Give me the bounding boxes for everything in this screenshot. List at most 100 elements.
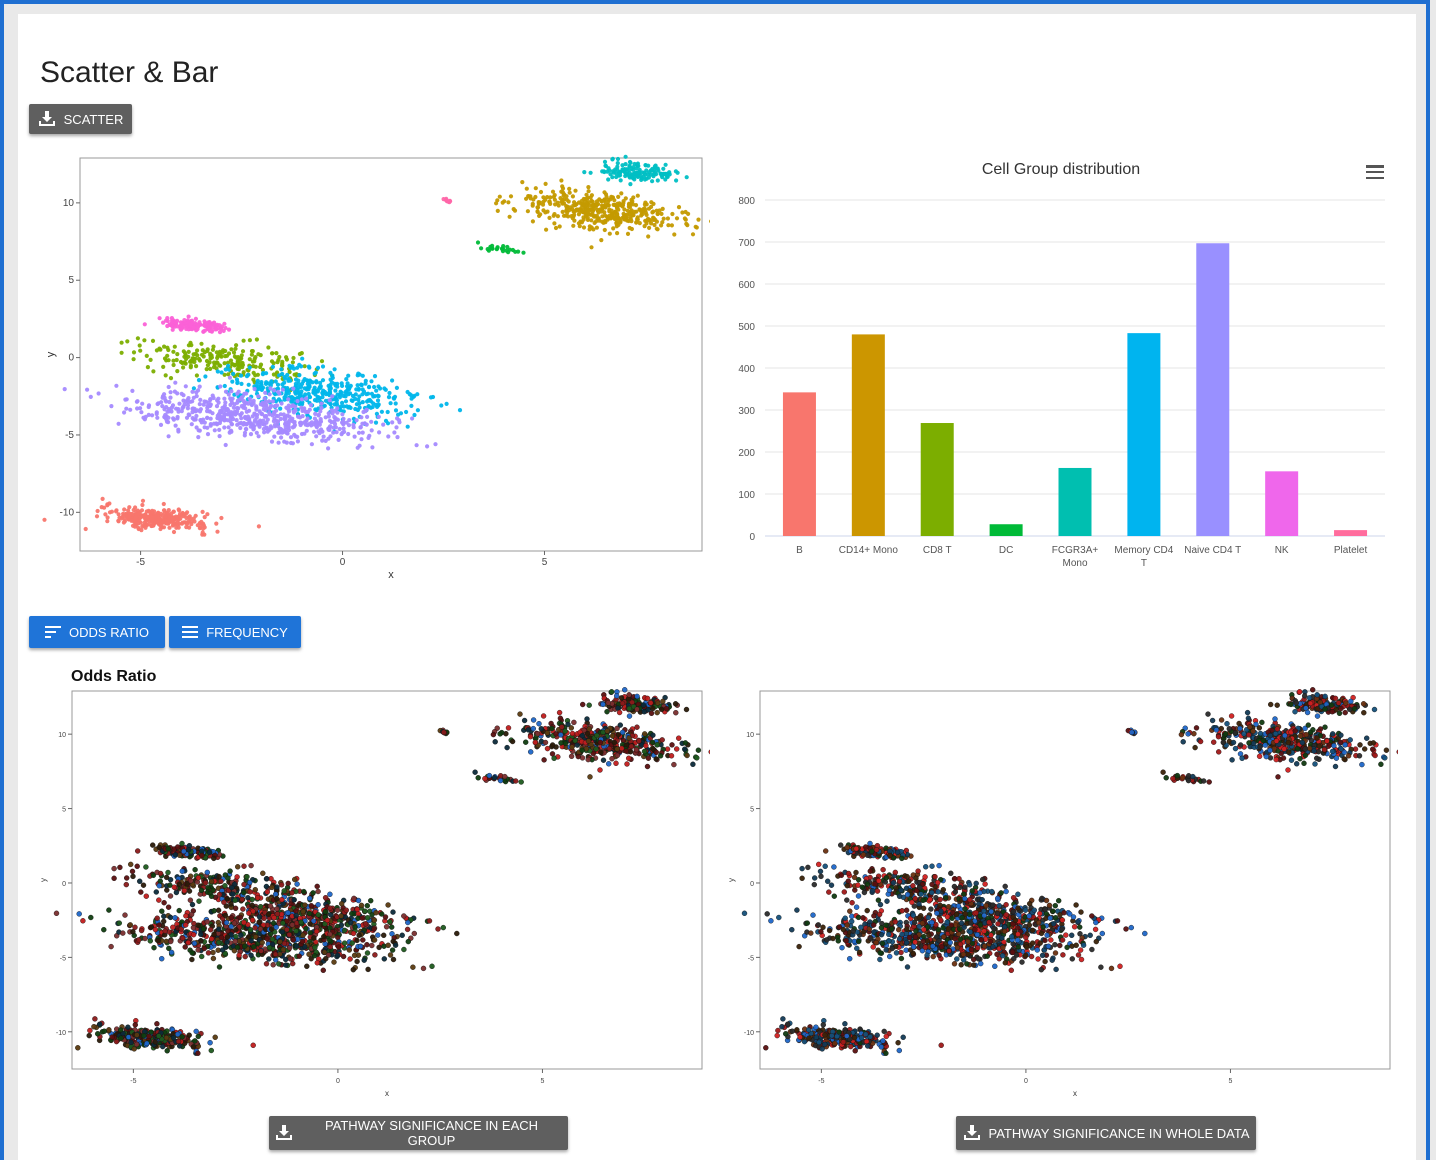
scatter-point [258,402,263,407]
scatter-point [492,739,498,745]
scatter-point [661,166,666,171]
scatter-point [204,919,211,925]
scatter-point [199,852,205,859]
scatter-point [174,406,179,411]
scatter-point [216,891,223,898]
scatter-point [171,884,178,890]
scatter-point [543,181,548,186]
scatter-point [616,222,621,227]
scatter-point [215,413,220,418]
scatter-point [235,391,240,396]
scatter-point [295,365,300,370]
scatter-point [361,409,366,415]
scatter-point [378,386,383,391]
scatter-point [133,1041,140,1048]
scatter-point [613,760,619,767]
scatter-point [176,1043,183,1049]
scatter-point [635,161,641,166]
scatter-point [150,338,156,343]
scatter-point [305,416,310,421]
scatter-point [167,876,174,883]
scatter-point [188,363,193,368]
scatter-point [195,1033,202,1040]
scatter-point [609,755,615,762]
scatter-point [193,316,198,321]
scatter-download-button[interactable]: SCATTER [29,104,132,134]
scatter-point [188,878,194,884]
scatter-point [146,404,151,410]
scatter-point [676,205,682,210]
hamburger-icon[interactable] [1366,165,1384,181]
scatter-point [256,434,261,439]
scatter-point [149,510,154,515]
scatter-point [353,396,358,401]
scatter-point [148,924,155,930]
scatter-point [279,929,286,935]
y-tick-label: -10 [60,507,75,518]
scatter-point [775,1027,781,1034]
scatter-point [343,389,348,394]
scatter-point [273,392,278,397]
scatter-point [682,746,688,752]
scatter-point [445,198,450,204]
scatter-point [310,918,317,924]
scatter-point [167,893,174,899]
scatter-point [197,402,202,407]
scatter-point [341,393,346,398]
scatter-point [338,913,344,919]
scatter-point [175,416,180,421]
scatter-point [304,963,310,969]
scatter-point [97,1021,103,1027]
odds-ratio-button[interactable]: ODDS RATIO [29,616,165,648]
scatter-point [280,359,285,364]
scatter-point [627,225,632,231]
scatter-point [163,874,170,881]
scatter-point [315,912,321,918]
scatter-point [375,932,381,938]
scatter-point [610,211,615,216]
scatter-point [203,374,208,379]
scatter-point [420,965,427,972]
scatter-point [227,868,233,874]
scatter-point [342,927,348,934]
scatter-point [247,365,252,370]
scatter-point [229,421,234,427]
y-tick-label: 600 [738,280,755,291]
points-group [42,154,710,537]
y-tick-label: 10 [58,732,66,739]
scatter-point [327,905,333,911]
scatter-point [395,435,400,440]
scatter-point [867,1034,873,1040]
scatter-point [176,409,181,414]
scatter-point [249,352,254,357]
scatter-point [294,881,300,887]
scatter-point [306,364,311,369]
scatter-point [148,514,153,519]
scatter-point [670,211,675,217]
scatter-point [602,169,607,175]
scatter-point [332,367,337,372]
scatter-point [244,391,249,396]
scatter-point [103,512,108,517]
scatter-point [621,199,626,204]
scatter-point [225,928,231,934]
scatter-point [625,212,630,217]
scatter-point [223,442,228,448]
scatter-point [640,212,645,217]
scatter-point [185,939,192,946]
scatter-point [540,713,547,719]
bar [851,334,885,536]
scatter-point [228,923,235,930]
scatter-point [194,364,199,369]
scatter-point [671,761,677,768]
scatter-point [646,234,651,239]
scatter-point [161,364,166,369]
scatter-point [140,498,146,503]
frequency-button[interactable]: FREQUENCY [169,616,301,648]
scatter-point [528,749,534,755]
scatter-point [157,316,162,321]
scatter-point [198,397,203,402]
scatter-point [501,244,506,249]
scatter-point [320,438,325,443]
scatter-point [603,163,608,168]
